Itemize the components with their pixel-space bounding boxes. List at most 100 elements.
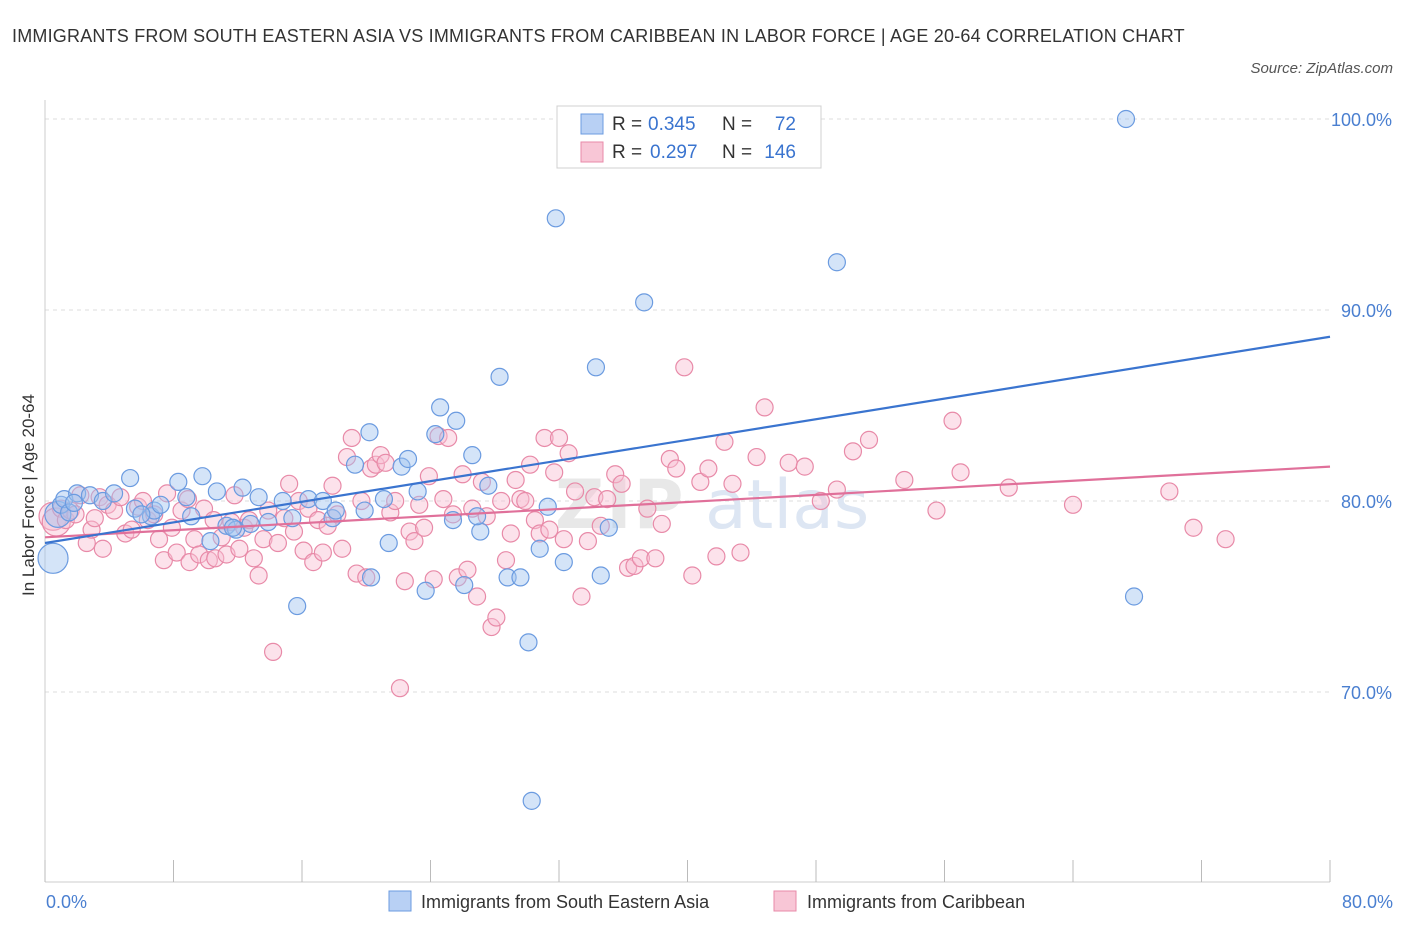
scatter-point-caribbean xyxy=(638,499,657,518)
scatter-point-se-asia xyxy=(554,553,573,572)
scatter-point-caribbean xyxy=(618,558,638,577)
scatter-point-caribbean xyxy=(400,522,419,541)
legend-r-value-1: 0.345 xyxy=(648,114,696,135)
scatter-point-caribbean xyxy=(554,530,573,549)
y-tick-label: 70.0% xyxy=(1341,683,1392,703)
scatter-point-se-asia xyxy=(177,488,196,507)
scatter-point-se-asia xyxy=(374,489,394,509)
scatter-point-caribbean xyxy=(565,482,585,501)
legend-swatch-pink xyxy=(580,141,604,163)
scatter-point-caribbean xyxy=(263,642,283,661)
scatter-point-se-asia xyxy=(64,493,84,513)
scatter-point-se-asia xyxy=(471,522,490,541)
scatter-point-caribbean xyxy=(157,484,177,503)
scatter-point-caribbean xyxy=(1216,530,1235,549)
scatter-point-caribbean xyxy=(652,514,671,534)
scatter-point-se-asia xyxy=(360,423,379,442)
scatter-point-caribbean xyxy=(530,524,549,543)
scatter-point-caribbean xyxy=(675,358,694,377)
scatter-point-caribbean xyxy=(458,560,477,579)
y-tick-labels: 70.0% 80.0% 90.0% 100.0% xyxy=(1331,110,1392,703)
legend-n-value-1: 72 xyxy=(775,114,796,135)
axes xyxy=(44,100,1331,883)
x-tick-label-end: 80.0% xyxy=(1342,892,1393,912)
scatter-point-caribbean xyxy=(707,547,726,566)
scatter-point-caribbean xyxy=(843,442,863,461)
scatter-point-se-asia xyxy=(169,472,188,491)
legend-n-label-1: N = xyxy=(722,114,752,135)
scatter-point-caribbean xyxy=(755,398,774,417)
bottom-legend-swatch-blue xyxy=(388,890,412,912)
scatter-point-caribbean xyxy=(545,463,564,482)
scatter-point-caribbean xyxy=(1160,482,1179,501)
scatter-point-caribbean xyxy=(280,474,299,493)
scatter-point-se-asia xyxy=(530,539,549,558)
chart-title: IMMIGRANTS FROM SOUTH EASTERN ASIA VS IM… xyxy=(12,26,1185,46)
scatter-point-se-asia xyxy=(361,568,381,587)
scatter-point-caribbean xyxy=(606,465,625,484)
scatter-point-se-asia xyxy=(288,596,307,616)
scatter-point-se-asia xyxy=(37,542,69,574)
scatter-point-se-asia xyxy=(519,633,538,652)
scatter-point-se-asia xyxy=(132,505,151,524)
scatter-point-caribbean xyxy=(167,543,186,562)
y-tick-label: 90.0% xyxy=(1341,301,1392,321)
scatter-point-se-asia xyxy=(104,484,124,503)
scatter-point-se-asia xyxy=(379,533,398,553)
scatter-point-caribbean xyxy=(540,520,559,539)
scatter-point-caribbean xyxy=(492,491,511,511)
scatter-point-se-asia xyxy=(463,446,482,465)
scatter-point-caribbean xyxy=(333,539,352,558)
scatter-point-caribbean xyxy=(951,463,970,482)
scatter-point-caribbean xyxy=(723,474,742,493)
gridlines xyxy=(45,118,1330,693)
svg-text:atlas: atlas xyxy=(705,466,869,545)
scatter-point-caribbean xyxy=(66,505,85,524)
scatter-point-se-asia xyxy=(827,253,846,272)
legend-r-label-1: R = xyxy=(612,114,642,135)
scatter-point-se-asia xyxy=(426,425,445,444)
scatter-point-se-asia xyxy=(511,568,530,587)
legend-series-caribbean: Immigrants from Caribbean xyxy=(807,892,1025,912)
scatter-point-caribbean xyxy=(85,509,104,528)
scatter-point-se-asia xyxy=(1124,587,1144,606)
scatter-point-se-asia xyxy=(182,507,201,526)
scatter-point-caribbean xyxy=(525,510,545,530)
scatter-point-caribbean xyxy=(342,428,361,448)
scatter-point-caribbean xyxy=(323,476,342,495)
scatter-point-caribbean xyxy=(625,556,644,576)
bottom-legend-swatch-pink xyxy=(773,890,797,912)
scatter-point-se-asia xyxy=(522,791,541,810)
scatter-point-se-asia xyxy=(121,468,140,488)
scatter-point-caribbean xyxy=(172,501,191,520)
scatter-point-caribbean xyxy=(827,480,846,499)
scatter-point-se-asia xyxy=(538,497,557,516)
scatter-point-caribbean xyxy=(268,533,288,553)
stats-legend: R = 0.345 N = 72 R = 0.297 N = 146 xyxy=(556,105,822,169)
scatter-point-caribbean xyxy=(254,530,273,549)
scatter-point-caribbean xyxy=(482,617,501,637)
legend-n-label-2: N = xyxy=(722,142,752,163)
scatter-point-caribbean xyxy=(779,453,798,472)
scatter-point-caribbean xyxy=(691,472,710,491)
scatter-point-caribbean xyxy=(386,491,405,511)
scatter-point-caribbean xyxy=(448,568,467,587)
x-tick-label-start: 0.0% xyxy=(46,892,87,912)
scatter-point-se-asia xyxy=(498,568,517,587)
scatter-point-se-asia xyxy=(490,367,509,386)
scatter-point-se-asia xyxy=(151,495,170,514)
scatter-point-se-asia xyxy=(249,488,268,507)
scatter-point-caribbean xyxy=(646,549,665,568)
scatter-point-caribbean xyxy=(667,459,686,478)
scatter-point-caribbean xyxy=(199,551,218,570)
scatter-point-caribbean xyxy=(572,587,591,606)
scatter-point-se-asia xyxy=(416,581,435,600)
scatter-point-caribbean xyxy=(467,587,487,606)
scatter-point-se-asia xyxy=(546,209,565,228)
scatter-point-se-asia xyxy=(355,501,374,520)
scatter-point-caribbean xyxy=(1063,495,1083,514)
scatter-point-se-asia xyxy=(447,411,466,430)
legend-r-value-2: 0.297 xyxy=(650,142,698,163)
scatter-point-se-asia xyxy=(591,566,610,585)
